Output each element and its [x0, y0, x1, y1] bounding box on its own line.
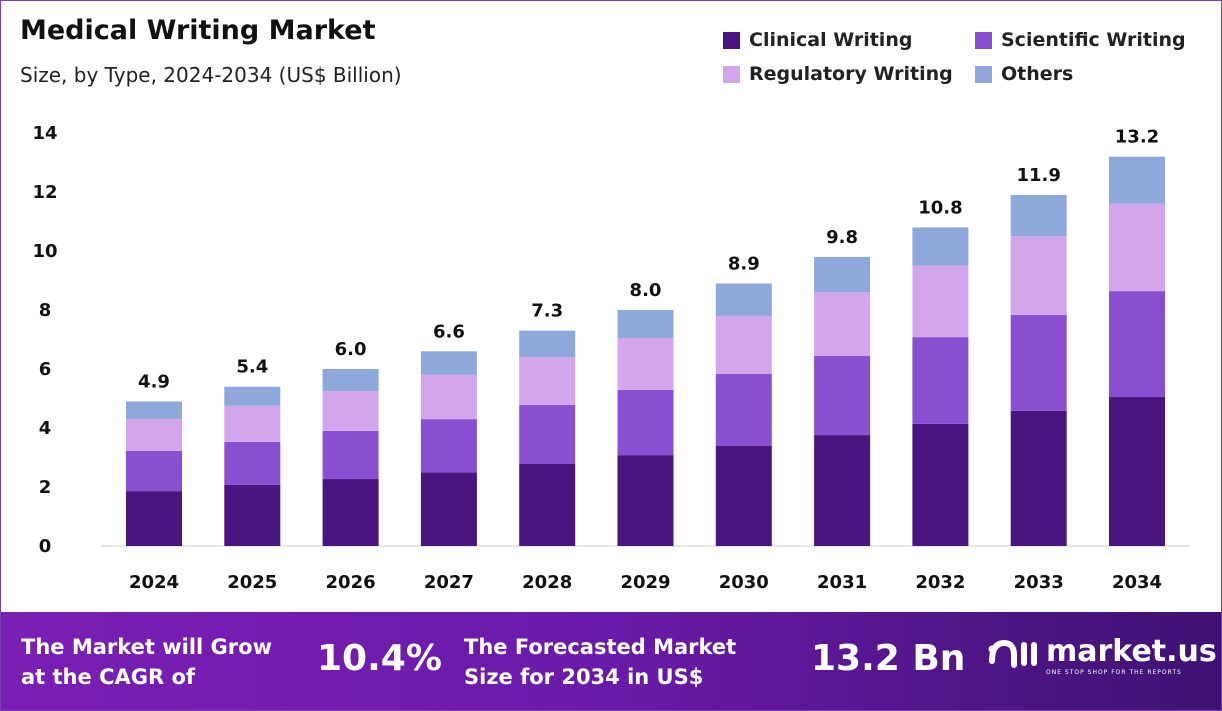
bar-segment-regulatory-writing	[617, 338, 674, 390]
cagr-value: 10.4%	[317, 638, 442, 679]
bar-segment-others	[126, 401, 182, 420]
total-label: 5.4	[236, 357, 268, 378]
bar-segment-regulatory-writing	[126, 419, 182, 452]
bar-segment-regulatory-writing	[322, 391, 379, 431]
bar-segment-others	[617, 310, 674, 339]
bar-segment-scientific-writing	[912, 337, 969, 424]
bar-segment-scientific-writing	[519, 404, 576, 464]
summary-banner: The Market will Grow at the CAGR of 10.4%…	[1, 612, 1221, 710]
legend-swatch	[975, 65, 992, 83]
y-tick-label: 12	[32, 182, 57, 203]
bar-segment-scientific-writing	[814, 356, 871, 436]
forecast-label: The Forecasted Market Size for 2034 in US…	[464, 635, 737, 689]
bar-segment-clinical-writing	[715, 445, 772, 546]
bar-segment-others	[420, 351, 477, 375]
y-tick-label: 8	[39, 300, 52, 321]
total-label: 10.8	[918, 197, 962, 218]
bar-segment-clinical-writing	[224, 484, 281, 546]
bar-segment-others	[1109, 156, 1165, 204]
bar-segment-scientific-writing	[617, 389, 674, 456]
bar-segment-regulatory-writing	[912, 265, 969, 338]
bar-segment-clinical-writing	[322, 479, 379, 546]
legend-swatch	[723, 65, 740, 83]
total-label: 13.2	[1115, 127, 1159, 148]
bar-segment-regulatory-writing	[1010, 236, 1067, 316]
bar-segment-scientific-writing	[322, 430, 379, 480]
bar-segment-scientific-writing	[1010, 315, 1067, 411]
x-tick-label: 2029	[620, 572, 670, 593]
bar-segment-regulatory-writing	[814, 292, 871, 357]
total-label: 9.8	[826, 227, 858, 248]
logo-text: market.us	[1046, 634, 1217, 669]
total-label: 11.9	[1016, 165, 1060, 186]
cagr-label: The Market will Grow at the CAGR of	[21, 635, 272, 689]
bar-segment-others	[1010, 194, 1067, 237]
x-tick-label: 2034	[1112, 572, 1162, 593]
legend-label: Scientific Writing	[1001, 29, 1186, 51]
market-us-logo: market.us ONE STOP SHOP FOR THE REPORTS	[986, 634, 1217, 676]
plot-area: 0 2 4 6 8 10 12 14 4.9 2024 5.4 2025 6.0 2026 6.6 2027 7…	[32, 123, 1189, 593]
bar-segment-others	[519, 330, 576, 358]
legend-item-others: Others	[975, 63, 1073, 85]
x-tick-label: 2030	[719, 572, 769, 593]
forecast-value: 13.2 Bn	[811, 638, 966, 679]
legend-label: Regulatory Writing	[749, 63, 953, 85]
bar-segment-clinical-writing	[1010, 410, 1067, 546]
y-tick-label: 6	[39, 359, 52, 380]
x-tick-label: 2025	[227, 572, 277, 593]
x-tick-label: 2027	[424, 572, 474, 593]
bar-segment-others	[715, 283, 772, 316]
bar-segment-others	[912, 227, 969, 266]
logo-icon	[988, 639, 1037, 668]
x-tick-label: 2031	[817, 572, 867, 593]
legend-item-scientific: Scientific Writing	[975, 29, 1186, 51]
x-tick-label: 2026	[326, 572, 376, 593]
bar-segment-others	[322, 369, 379, 392]
y-tick-label: 4	[39, 418, 52, 439]
bar-segment-regulatory-writing	[224, 405, 281, 442]
y-tick-label: 2	[39, 477, 52, 498]
bar-segment-clinical-writing	[420, 472, 477, 546]
x-tick-label: 2033	[1014, 572, 1064, 593]
bar-segment-scientific-writing	[715, 374, 772, 446]
legend-label: Clinical Writing	[749, 29, 913, 51]
legend-swatch	[975, 31, 992, 49]
legend-label: Others	[1001, 63, 1074, 85]
bar-segment-clinical-writing	[814, 435, 871, 546]
bar-segment-scientific-writing	[126, 451, 182, 492]
bar-segment-regulatory-writing	[519, 357, 576, 405]
total-label: 6.0	[335, 339, 367, 360]
x-tick-label: 2024	[129, 572, 179, 593]
legend-swatch	[723, 31, 740, 49]
bar-segment-clinical-writing	[912, 423, 969, 546]
y-tick-label: 10	[32, 241, 57, 262]
legend-item-regulatory: Regulatory Writing	[723, 63, 953, 85]
total-label: 7.3	[531, 301, 563, 322]
total-label: 8.9	[728, 253, 760, 274]
y-tick-label: 0	[39, 536, 52, 557]
total-label: 6.6	[433, 321, 465, 342]
bar-segment-scientific-writing	[224, 441, 281, 485]
bar-segment-regulatory-writing	[420, 374, 477, 420]
bar-segment-clinical-writing	[519, 463, 576, 546]
logo-tagline: ONE STOP SHOP FOR THE REPORTS	[1046, 669, 1182, 676]
legend-item-clinical: Clinical Writing	[723, 29, 912, 51]
bar-segment-regulatory-writing	[715, 315, 772, 375]
total-label: 8.0	[630, 280, 662, 301]
bar-segment-clinical-writing	[126, 491, 182, 546]
x-tick-label: 2028	[522, 572, 572, 593]
chart-title: Medical Writing Market	[20, 15, 376, 46]
bar-segment-regulatory-writing	[1109, 203, 1165, 292]
total-label: 4.9	[138, 371, 170, 392]
bar-segment-scientific-writing	[420, 419, 477, 473]
bar-segment-clinical-writing	[617, 455, 674, 546]
x-tick-label: 2032	[915, 572, 965, 593]
bar-segment-scientific-writing	[1109, 291, 1165, 398]
bar-segment-clinical-writing	[1109, 397, 1165, 546]
chart-subtitle: Size, by Type, 2024-2034 (US$ Billion)	[20, 63, 402, 87]
y-tick-label: 14	[32, 123, 57, 144]
bar-segment-others	[814, 256, 871, 293]
bar-segment-others	[224, 386, 281, 406]
